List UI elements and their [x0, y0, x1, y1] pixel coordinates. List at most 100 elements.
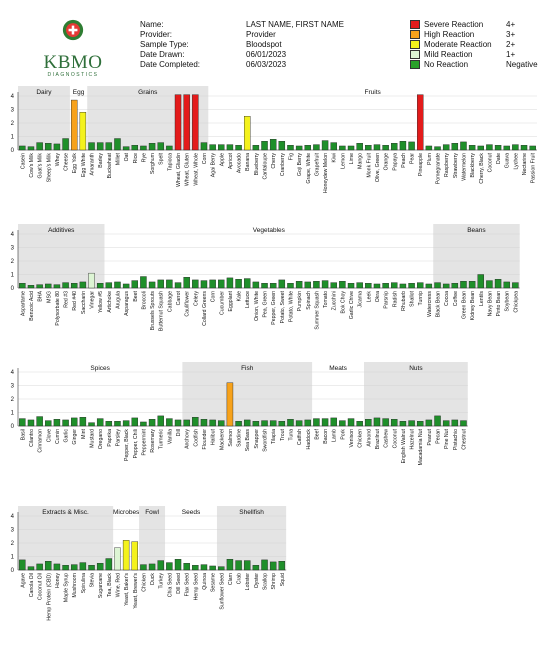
- x-tick-label-coffee: Coffee: [453, 291, 459, 306]
- y-tick-label-2: 2: [11, 259, 15, 265]
- bar-clam: [226, 559, 234, 571]
- bar-sesame: [209, 565, 216, 571]
- x-tick-label-codfish: Codfish: [193, 429, 199, 447]
- bar-cheese: [62, 138, 69, 151]
- x-tick-label-oyster: Oyster: [254, 573, 260, 589]
- bar-scallop: [261, 559, 268, 571]
- bar-garlic-chive: [347, 283, 355, 289]
- x-tick-label-red-40: Red #40: [72, 291, 78, 311]
- bar-pear: [408, 141, 415, 151]
- x-tick-label-pork: Pork: [340, 429, 346, 440]
- bar-rice: [131, 145, 139, 151]
- x-tick-label-peppermint: Peppermint: [141, 428, 147, 455]
- bar-lentils: [477, 274, 485, 289]
- x-tick-label-almond: Almond: [366, 429, 372, 447]
- x-tick-label-english-walnut: English Walnut: [401, 428, 407, 463]
- x-tick-label-tilapia: Tilapia: [271, 429, 277, 444]
- bar-coconut: [391, 419, 398, 427]
- bar-crab: [235, 560, 242, 571]
- legend-swatch-moderate: [410, 40, 420, 49]
- bar-wheat-gliadin: [174, 94, 182, 151]
- bar-bok-choy: [339, 281, 346, 289]
- x-tick-label-venison: Venison: [349, 429, 355, 448]
- x-tick-label-oregano: Oregano: [98, 429, 104, 449]
- x-tick-label-trout: Trout: [280, 428, 286, 440]
- bar-artichoke: [105, 282, 113, 289]
- x-tick-label-spinach: Spinach: [306, 291, 312, 310]
- bar-beef: [313, 418, 320, 427]
- x-tick-label-yeast-baker-s: Yeast, Baker's: [124, 573, 130, 606]
- bar-butternut-squash: [157, 279, 164, 289]
- x-tick-label-squid: Squid: [280, 573, 286, 586]
- bar-corn: [200, 142, 208, 151]
- y-tick-label-4: 4: [11, 232, 15, 238]
- logo-subtext: DIAGNOSTICS: [47, 72, 99, 78]
- bar-kale: [235, 279, 242, 289]
- bar-wheat-whole: [192, 94, 199, 151]
- bar-duck: [148, 563, 156, 571]
- y-tick-label-0: 0: [11, 286, 15, 292]
- x-tick-label-polysorbate-80: Polysorbate 80: [55, 291, 61, 326]
- bar-wine-red: [114, 547, 121, 571]
- provider-label: Provider:: [140, 30, 173, 39]
- x-tick-label-collard-greens: Collard Greens: [202, 291, 208, 326]
- bar-celery: [192, 279, 199, 289]
- bar-spinach: [304, 281, 312, 289]
- y-tick-label-1: 1: [11, 555, 15, 561]
- x-tick-label-maple-syrup: Maple Syrup: [64, 573, 70, 602]
- bar-potato-white: [287, 283, 294, 289]
- bar-hemp-protein-cbd: [45, 561, 52, 571]
- x-tick-label-avocado: Avocado: [237, 153, 243, 173]
- bar-polysorbate-80: [53, 284, 61, 289]
- x-tick-label-sunflower-seed: Sunflower Seed: [219, 573, 225, 610]
- group-label-fish: Fish: [241, 365, 254, 372]
- x-tick-label-peanut: Peanut: [427, 428, 433, 445]
- x-tick-label-tea-black: Tea, Black: [107, 573, 113, 597]
- bar-agai-berry: [209, 144, 216, 151]
- x-tick-label-blackberry: Blackberry: [470, 153, 476, 178]
- legend-swatch-none: [410, 60, 420, 69]
- x-tick-label-paprika: Paprika: [107, 429, 113, 447]
- x-tick-label-apricot: Apricot: [228, 152, 234, 169]
- bar-salmon: [226, 382, 234, 427]
- bar-cranberry: [278, 141, 286, 151]
- bar-paprika: [105, 421, 113, 427]
- x-tick-label-raspberry: Raspberry: [444, 153, 450, 177]
- x-tick-label-sardine: Sardine: [237, 429, 243, 447]
- bar-pepper-green: [269, 283, 277, 289]
- x-tick-label-honeydew-melon: Honeydew Melon: [323, 153, 329, 193]
- x-tick-label-brazilnut: Brazilnut: [375, 428, 381, 449]
- x-tick-label-lamb: Lamb: [332, 429, 338, 442]
- x-tick-label-cantaloupe: Cantaloupe: [263, 153, 269, 180]
- x-tick-label-arugula: Arugula: [115, 291, 121, 309]
- bar-turnip: [417, 282, 424, 289]
- x-tick-label-broccoli: Broccoli: [141, 291, 147, 309]
- group-label-vegetables: Vegetables: [253, 227, 286, 234]
- x-tick-label-coconut: Coconut: [487, 152, 493, 172]
- x-tick-label-black-bean: Black Bean: [436, 291, 442, 317]
- x-tick-label-bha: BHA: [38, 290, 44, 301]
- x-tick-label-cinnamon: Cinnamon: [38, 429, 44, 453]
- bar-yeast-brewer-s: [131, 541, 139, 571]
- x-tick-label-lemon: Lemon: [340, 153, 346, 169]
- x-tick-label-amaranth: Amaranth: [90, 153, 96, 176]
- y-tick-label-2: 2: [11, 397, 15, 403]
- group-label-seeds: Seeds: [182, 509, 201, 516]
- x-tick-label-chestnut: Chestnut: [461, 428, 467, 449]
- bar-leek: [365, 283, 372, 289]
- bar-spirulina: [79, 562, 87, 571]
- x-tick-label-msg: MSG: [46, 291, 52, 303]
- bar-yeast-baker-s: [122, 540, 130, 571]
- bar-lychee: [512, 144, 519, 151]
- bar-clove: [45, 420, 52, 427]
- bar-pinto-bean: [494, 279, 502, 289]
- x-tick-label-aspartame: Aspartame: [20, 291, 26, 316]
- x-tick-label-rosemary: Rosemary: [150, 429, 156, 453]
- x-tick-label-zucchini: Zucchini: [332, 291, 338, 310]
- date-drawn-label: Date Drawn:: [140, 50, 185, 59]
- legend-value-high: 3+: [506, 30, 516, 39]
- x-tick-label-crab: Crab: [237, 573, 243, 584]
- bar-bacon: [321, 418, 329, 427]
- x-tick-label-strawberry: Strawberry: [453, 153, 459, 178]
